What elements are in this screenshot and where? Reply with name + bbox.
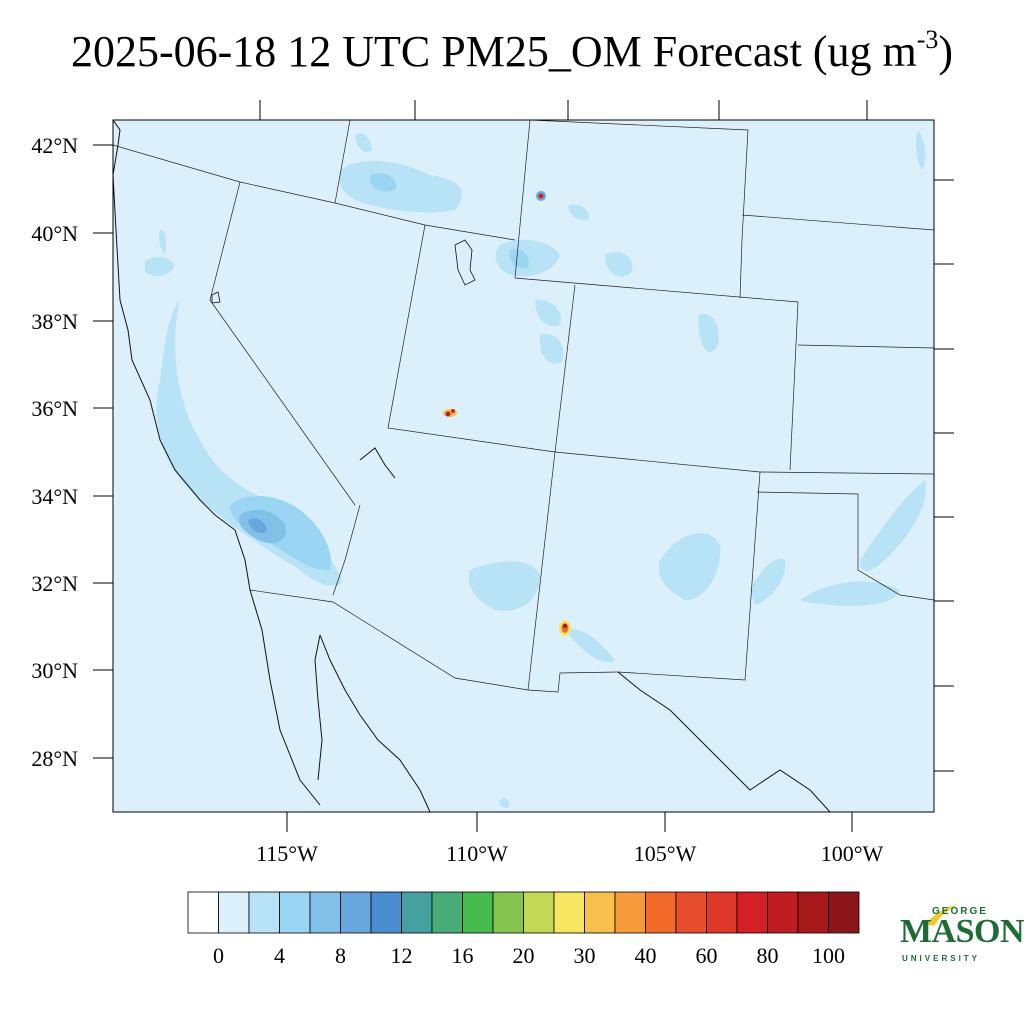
contour-utah-central [535,299,561,327]
colorbar-box [584,891,616,934]
title-text: 2025-06-18 12 UTC PM25_OM Forecast (ug m [70,27,917,76]
contour-idaho-inner [369,173,396,192]
colorbar-box [370,891,402,934]
map-frame [112,119,935,813]
contour-new-mexico-south [565,629,615,663]
concentration-contours [113,120,934,812]
contour-kansas-east [860,480,926,572]
colorbar-box [248,891,280,934]
colorbar-label: 20 [512,943,535,968]
contour-new-mexico-central [658,533,721,600]
lat-label-32: 32°N [31,571,78,596]
lat-label-38: 38°N [31,309,78,334]
logo-george: GEORGE [932,906,988,917]
lon-label-115: 115°W [256,841,318,866]
map-title: 2025-06-18 12 UTC PM25_OM Forecast (ug m… [0,24,1024,80]
lakes [211,239,476,304]
colorbar-label: 0 [213,943,224,968]
colorbar-box [736,891,768,934]
lon-label-100: 100°W [820,841,884,866]
colorbar-label: 100 [812,943,845,968]
hotspot-wyoming [536,191,546,201]
contour-sierra [159,229,167,255]
colorbar [187,891,860,934]
colorbar-box [431,891,463,934]
colorbar-box [279,891,311,934]
colorbar-label: 60 [695,943,718,968]
state-boundaries [113,120,934,693]
colorbar-box [706,891,738,934]
lon-label-105: 105°W [633,841,697,866]
contour-socal-peak [248,518,267,534]
colorbar-box [187,891,219,934]
colorbar-box [767,891,799,934]
colorbar-label: 30 [573,943,596,968]
hotspot-new-mexico [559,620,571,636]
colorbar-box [645,891,677,934]
contour-utah-south [539,334,564,364]
colorbar-label: 80 [756,943,779,968]
colorbar-box [492,891,524,934]
contour-colorado-east [698,313,719,352]
contour-idaho-north [355,133,372,152]
contour-wyoming-south [605,252,633,277]
left-ticks [93,144,113,759]
coastline [113,120,831,812]
colorbar-box [797,891,829,934]
map-background [113,120,934,812]
colorbar-box [675,891,707,934]
contour-utah-north-inner [509,249,529,269]
colorbar-box [309,891,341,934]
colorbar-label: 12 [390,943,413,968]
lat-label-36: 36°N [31,396,78,421]
contour-idaho-wyoming [339,160,462,213]
top-ticks [259,100,868,120]
colorbar-label: 8 [335,943,346,968]
lat-label-28: 28°N [31,746,78,771]
contour-sonora [499,798,510,808]
contour-nebraska [915,130,926,170]
logo-university: UNIVERSITY [902,954,981,963]
colorbar-box [401,891,433,934]
contour-california-north [145,257,175,276]
colorbar-box [614,891,646,934]
contour-texas-panhandle [750,559,786,605]
colorbar-box [523,891,555,934]
title-superscript: -3 [916,25,939,54]
colorbar-label: 4 [274,943,285,968]
hotspot-utah [443,409,457,417]
title-close: ) [938,27,954,76]
contour-wyoming-mid [568,204,589,221]
contour-texas-east [800,581,900,607]
lat-label-42: 42°N [31,133,78,158]
lon-label-110: 110°W [446,841,508,866]
colorbar-box [553,891,585,934]
lat-label-40: 40°N [31,221,78,246]
colorbar-box [828,891,860,934]
colorbar-label: 16 [451,943,474,968]
bottom-ticks [286,812,853,832]
right-ticks [934,179,954,772]
gmu-logo: GEORGE MASON UNIVERSITY [898,900,1024,968]
colorbar-box [462,891,494,934]
colorbar-label: 40 [634,943,657,968]
contour-arizona [468,561,540,611]
swoosh-icon [926,904,958,926]
colorbar-box [218,891,250,934]
colorbar-box [340,891,372,934]
logo-mason: MASON [900,913,1024,950]
lat-label-30: 30°N [31,658,78,683]
lat-label-34: 34°N [31,484,78,509]
